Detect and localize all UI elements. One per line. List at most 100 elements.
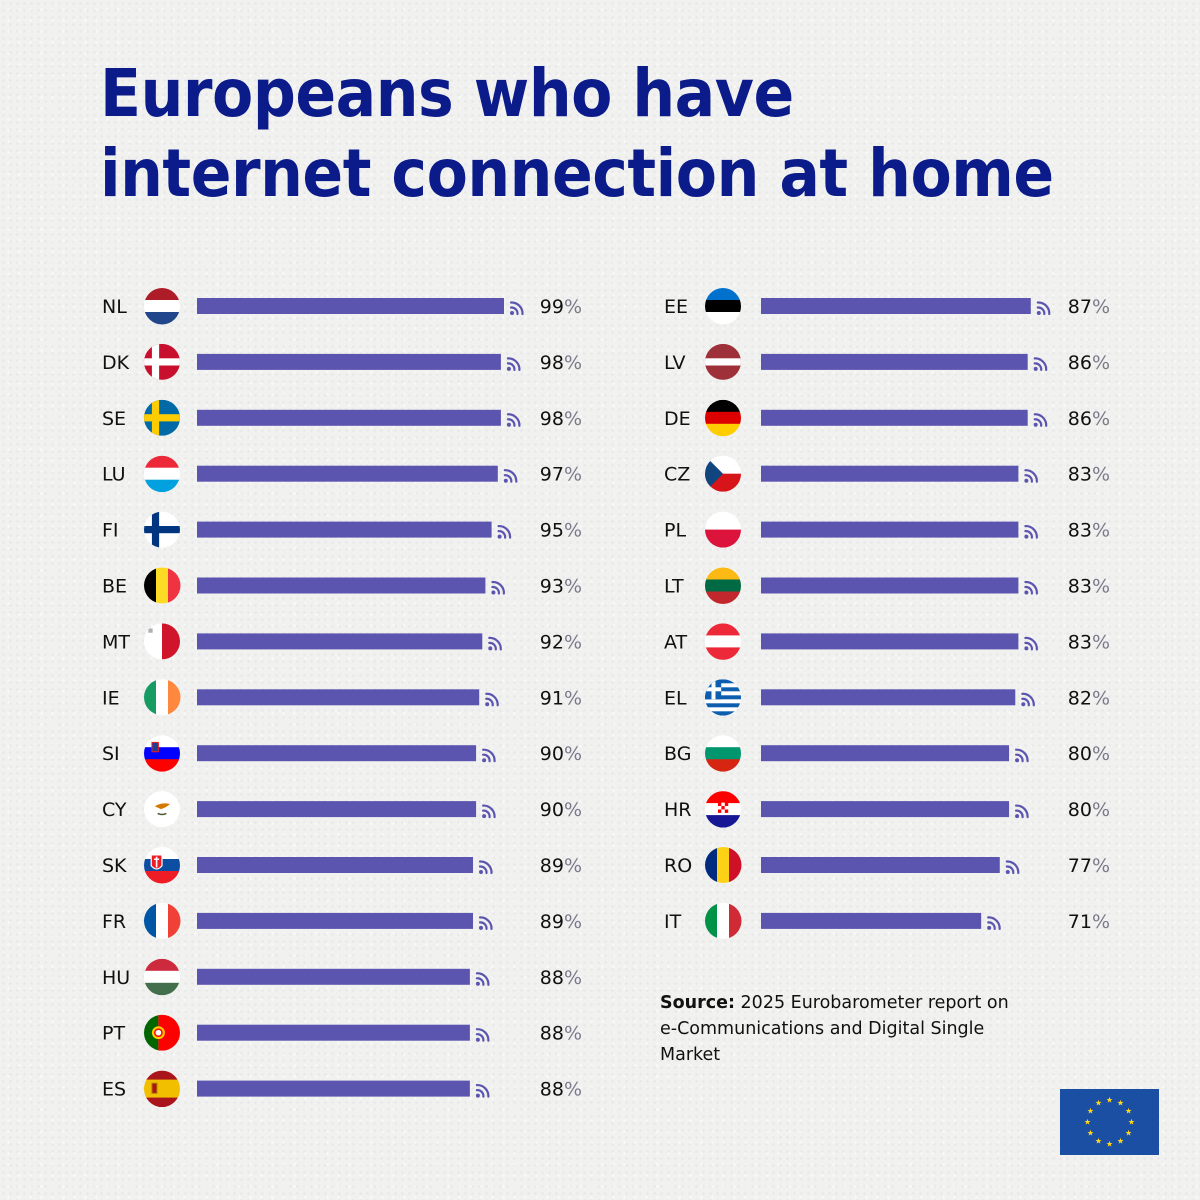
country-flag-icon (144, 455, 180, 493)
value-label: 71% (1068, 911, 1110, 933)
wifi-icon (475, 972, 490, 986)
country-flag-icon (144, 399, 180, 436)
bar (761, 745, 1010, 762)
country-flag-icon (144, 511, 180, 548)
wifi-icon (475, 1084, 490, 1098)
wifi-icon (475, 1028, 490, 1042)
bar-row: CY 90% (102, 791, 582, 828)
country-flag-icon (144, 791, 180, 828)
bar (197, 353, 501, 370)
wifi-icon (1024, 469, 1038, 483)
country-code-label: SK (102, 855, 127, 877)
country-code-label: IT (664, 911, 682, 933)
bar (197, 801, 477, 818)
eu-star-icon (1106, 1140, 1113, 1147)
bar (761, 689, 1016, 706)
country-code-label: EL (664, 687, 687, 709)
value-label: 87% (1068, 296, 1110, 318)
bar (761, 633, 1019, 650)
title-line-1: Europeans who have (100, 55, 794, 132)
bar-row: HR 80% (664, 791, 1110, 828)
country-code-label: EE (664, 296, 688, 318)
bar-row: DK 98% (102, 343, 582, 380)
country-code-label: BG (664, 743, 691, 765)
wifi-icon (1024, 636, 1038, 651)
country-flag-icon (705, 288, 741, 325)
country-flag-icon (705, 623, 741, 660)
bar-row: PT 88% (102, 1014, 582, 1051)
eu-star-icon (1095, 1137, 1102, 1144)
bar (197, 745, 477, 762)
value-label: 97% (540, 464, 582, 486)
value-label: 77% (1068, 855, 1110, 877)
bar (761, 577, 1019, 594)
wifi-icon (478, 860, 493, 875)
wifi-icon (1024, 525, 1038, 539)
bar-row: DE 86% (664, 399, 1110, 437)
country-code-label: NL (102, 296, 127, 318)
country-flag-icon (705, 455, 741, 492)
country-flag-icon (144, 679, 181, 716)
wifi-icon (1021, 692, 1035, 707)
country-code-label: RO (664, 855, 692, 877)
value-label: 89% (540, 855, 582, 877)
country-code-label: LT (664, 576, 684, 598)
wifi-icon (1014, 804, 1029, 819)
bar (197, 633, 483, 650)
country-flag-icon (705, 847, 742, 883)
wifi-icon (1033, 413, 1048, 427)
country-flag-icon (144, 847, 180, 884)
country-code-label: DE (664, 408, 691, 430)
country-flag-icon (144, 1014, 180, 1051)
wifi-icon (488, 636, 502, 651)
bar (197, 968, 470, 985)
value-label: 93% (540, 576, 582, 598)
value-label: 89% (540, 911, 582, 933)
bar-row: SI 90% (102, 735, 582, 772)
bar (197, 577, 486, 594)
wifi-icon (478, 916, 493, 930)
wifi-icon (497, 525, 512, 539)
country-flag-icon (144, 623, 180, 660)
value-label: 99% (540, 296, 582, 318)
wifi-icon (481, 748, 496, 763)
bar-row: ES 88% (102, 1070, 582, 1108)
bar-row: LV 86% (664, 343, 1110, 380)
value-label: 98% (540, 352, 582, 374)
bar (761, 521, 1019, 538)
value-label: 98% (540, 408, 582, 430)
value-label: 86% (1068, 352, 1110, 374)
wifi-icon (481, 804, 496, 819)
bar-row: SE 98% (102, 399, 582, 436)
wifi-icon (1024, 580, 1038, 595)
value-label: 88% (540, 1079, 582, 1101)
bar (197, 298, 504, 314)
eu-star-icon (1106, 1096, 1113, 1103)
wifi-icon (485, 692, 499, 707)
bar-row: BE 93% (102, 567, 582, 604)
country-flag-icon (705, 679, 741, 716)
country-code-label: SE (102, 408, 126, 430)
bar-row: RO 77% (664, 847, 1110, 883)
eu-star-icon (1095, 1099, 1102, 1106)
bar-row: MT 92% (102, 623, 582, 660)
country-code-label: FR (102, 911, 126, 933)
bar (197, 912, 473, 929)
bar-row: EL 82% (664, 679, 1110, 716)
country-flag-icon (705, 567, 741, 604)
wifi-icon (1033, 357, 1048, 371)
value-label: 83% (1068, 520, 1110, 542)
eu-star-icon (1125, 1129, 1132, 1136)
eu-flag-logo (1060, 1089, 1159, 1155)
value-label: 88% (540, 967, 582, 989)
country-flag-icon (144, 567, 181, 604)
country-code-label: PT (102, 1023, 125, 1045)
country-flag-icon (705, 343, 741, 380)
bar (197, 465, 498, 482)
wifi-icon (503, 469, 518, 483)
bar-row: HU 88% (102, 958, 582, 996)
bar-row: SK 89% (102, 847, 582, 884)
value-label: 95% (540, 520, 582, 542)
eu-star-icon (1128, 1118, 1135, 1125)
eu-star-icon (1087, 1129, 1094, 1136)
